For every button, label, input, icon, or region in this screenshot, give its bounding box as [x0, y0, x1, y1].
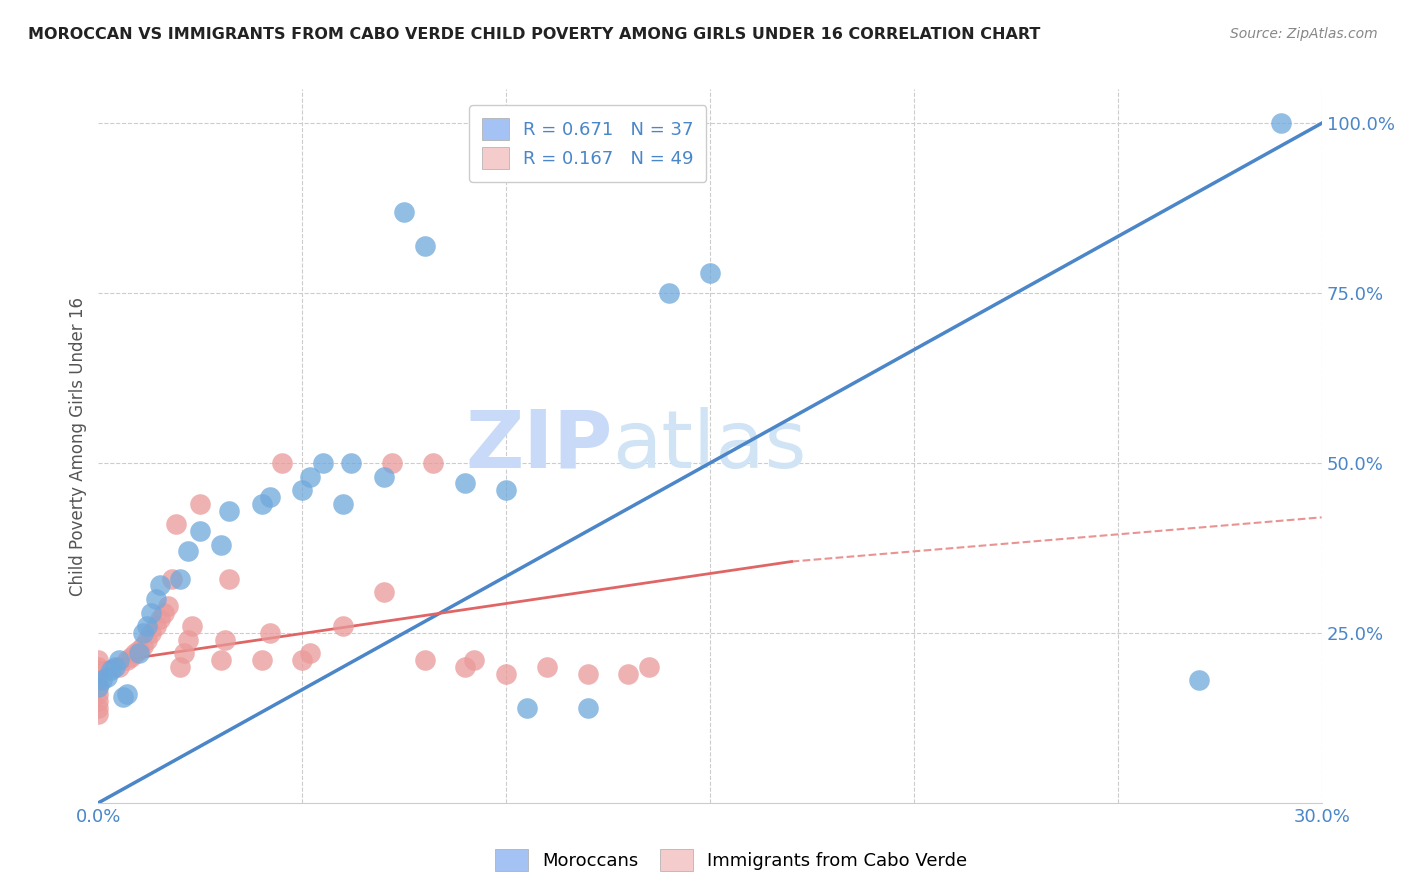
- Point: [87, 707, 110, 722]
- Legend: R = 0.671   N = 37, R = 0.167   N = 49: R = 0.671 N = 37, R = 0.167 N = 49: [470, 105, 706, 182]
- Point: [312, 456, 335, 470]
- Point: [340, 456, 363, 470]
- Y-axis label: Child Poverty Among Girls Under 16: Child Poverty Among Girls Under 16: [69, 296, 87, 596]
- Point: [299, 646, 322, 660]
- Point: [413, 238, 436, 252]
- Point: [1270, 116, 1292, 130]
- Point: [141, 606, 163, 620]
- Point: [454, 660, 477, 674]
- Point: [100, 663, 122, 677]
- Point: [96, 670, 118, 684]
- Point: [87, 680, 110, 694]
- Text: Source: ZipAtlas.com: Source: ZipAtlas.com: [1230, 27, 1378, 41]
- Point: [495, 483, 517, 498]
- Point: [87, 694, 110, 708]
- Point: [536, 660, 558, 674]
- Point: [87, 660, 110, 674]
- Point: [91, 673, 114, 688]
- Point: [516, 700, 538, 714]
- Point: [149, 612, 172, 626]
- Point: [638, 660, 661, 674]
- Point: [373, 585, 395, 599]
- Point: [128, 643, 150, 657]
- Point: [259, 490, 281, 504]
- Point: [454, 476, 477, 491]
- Point: [576, 700, 599, 714]
- Point: [145, 591, 167, 606]
- Point: [218, 503, 240, 517]
- Point: [108, 660, 131, 674]
- Point: [177, 544, 200, 558]
- Point: [495, 666, 517, 681]
- Point: [1188, 673, 1211, 688]
- Point: [209, 653, 232, 667]
- Point: [463, 653, 485, 667]
- Point: [218, 572, 240, 586]
- Point: [173, 646, 195, 660]
- Point: [332, 619, 354, 633]
- Point: [87, 653, 110, 667]
- Point: [104, 660, 127, 674]
- Legend: Moroccans, Immigrants from Cabo Verde: Moroccans, Immigrants from Cabo Verde: [488, 842, 974, 879]
- Point: [160, 572, 183, 586]
- Point: [381, 456, 404, 470]
- Point: [169, 572, 191, 586]
- Text: ZIP: ZIP: [465, 407, 612, 485]
- Point: [87, 680, 110, 694]
- Point: [576, 666, 599, 681]
- Point: [250, 653, 273, 667]
- Point: [270, 456, 294, 470]
- Point: [299, 469, 322, 483]
- Point: [141, 626, 163, 640]
- Point: [87, 700, 110, 714]
- Text: MOROCCAN VS IMMIGRANTS FROM CABO VERDE CHILD POVERTY AMONG GIRLS UNDER 16 CORREL: MOROCCAN VS IMMIGRANTS FROM CABO VERDE C…: [28, 27, 1040, 42]
- Point: [149, 578, 172, 592]
- Point: [188, 524, 212, 538]
- Point: [209, 537, 232, 551]
- Point: [111, 690, 134, 705]
- Point: [124, 646, 146, 660]
- Point: [115, 653, 138, 667]
- Text: atlas: atlas: [612, 407, 807, 485]
- Point: [699, 266, 721, 280]
- Point: [177, 632, 200, 647]
- Point: [413, 653, 436, 667]
- Point: [250, 497, 273, 511]
- Point: [120, 649, 142, 664]
- Point: [617, 666, 640, 681]
- Point: [332, 497, 354, 511]
- Point: [165, 517, 187, 532]
- Point: [188, 497, 212, 511]
- Point: [87, 666, 110, 681]
- Point: [291, 483, 314, 498]
- Point: [128, 646, 150, 660]
- Point: [87, 673, 110, 688]
- Point: [115, 687, 138, 701]
- Point: [87, 687, 110, 701]
- Point: [136, 619, 159, 633]
- Point: [392, 204, 416, 219]
- Point: [169, 660, 191, 674]
- Point: [108, 653, 131, 667]
- Point: [132, 640, 155, 654]
- Point: [181, 619, 204, 633]
- Point: [291, 653, 314, 667]
- Point: [136, 632, 159, 647]
- Point: [132, 626, 155, 640]
- Point: [145, 619, 167, 633]
- Point: [156, 599, 179, 613]
- Point: [87, 663, 110, 677]
- Point: [373, 469, 395, 483]
- Point: [152, 606, 174, 620]
- Point: [214, 632, 236, 647]
- Point: [422, 456, 444, 470]
- Point: [658, 286, 681, 301]
- Point: [259, 626, 281, 640]
